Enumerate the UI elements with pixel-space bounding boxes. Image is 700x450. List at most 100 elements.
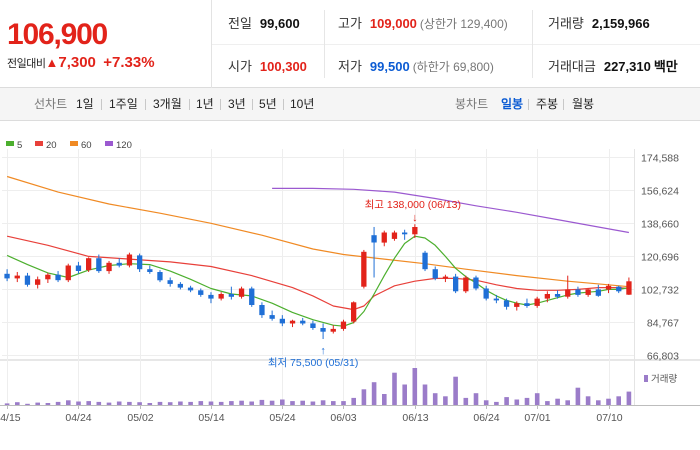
candle-down bbox=[269, 315, 275, 319]
open-label: 시가 bbox=[228, 59, 252, 74]
candle-weekly-tab[interactable]: 주봉 bbox=[536, 97, 559, 111]
candle-monthly-tab[interactable]: 월봉 bbox=[572, 97, 595, 111]
volume-bar bbox=[178, 401, 183, 405]
candle-down bbox=[616, 286, 622, 292]
toolbar-separator bbox=[528, 99, 529, 110]
volume-bar bbox=[157, 401, 163, 405]
upper-limit: (상한가 129,400) bbox=[419, 17, 508, 31]
candle-down bbox=[402, 232, 408, 235]
period-10y-tab[interactable]: 10년 bbox=[290, 97, 315, 111]
candle-down bbox=[198, 290, 204, 295]
volume-bar bbox=[494, 401, 499, 405]
volume-bar bbox=[106, 402, 112, 405]
period-1w-tab[interactable]: 1주일 bbox=[109, 97, 138, 111]
low-cell: 저가 99,500 (하한가 69,800) bbox=[338, 45, 494, 89]
candle-down bbox=[137, 255, 143, 270]
volume-bar bbox=[585, 396, 591, 405]
candle-up bbox=[585, 289, 591, 295]
candle-down bbox=[228, 294, 234, 297]
toolbar-separator bbox=[252, 99, 253, 110]
x-tick-label: 07/10 bbox=[596, 412, 622, 424]
volume-bar bbox=[15, 402, 20, 405]
candle-down bbox=[157, 272, 163, 281]
candle-down bbox=[116, 262, 122, 266]
period-1y-tab[interactable]: 1년 bbox=[196, 97, 214, 111]
volume-bar bbox=[422, 384, 428, 405]
candle-chart-label: 봉차트 bbox=[455, 97, 489, 111]
candle-up bbox=[626, 281, 632, 295]
period-3y-tab[interactable]: 3년 bbox=[228, 97, 246, 111]
candle-daily-tab[interactable]: 일봉 bbox=[501, 97, 524, 111]
volume-bar bbox=[351, 397, 356, 405]
candle-up bbox=[565, 289, 571, 297]
ma20-line bbox=[6, 235, 629, 311]
volume-bar bbox=[86, 401, 91, 405]
candle-up bbox=[442, 276, 449, 279]
volume-bar bbox=[280, 399, 285, 405]
candle-down bbox=[310, 323, 316, 328]
x-tick-label: 06/03 bbox=[330, 412, 356, 424]
quote-row-divider bbox=[212, 44, 700, 45]
x-tick-label: 05/14 bbox=[198, 412, 224, 424]
change-label: 전일대비 bbox=[7, 58, 46, 70]
candle-up bbox=[361, 251, 367, 287]
volume-bar bbox=[412, 368, 418, 405]
open-value: 100,300 bbox=[259, 59, 307, 74]
volume-bar bbox=[96, 401, 102, 405]
y-tick-label: 120,696 bbox=[641, 252, 679, 264]
candle-up bbox=[544, 294, 550, 299]
ma5-line bbox=[6, 235, 630, 327]
volume-bar bbox=[55, 401, 61, 405]
low-label: 저가 bbox=[338, 59, 362, 74]
high-value: 109,000 bbox=[369, 16, 417, 31]
chart-grid bbox=[0, 149, 700, 409]
toolbar-separator bbox=[563, 99, 564, 110]
volume-bar bbox=[432, 393, 438, 405]
volume-bar bbox=[626, 391, 632, 405]
volume-bar bbox=[534, 393, 540, 405]
x-tick-label: 06/24 bbox=[473, 412, 499, 424]
volume-bar bbox=[116, 401, 122, 405]
x-tick-label: 07/01 bbox=[524, 412, 550, 424]
candle-up bbox=[65, 265, 71, 281]
legend-label: 120 bbox=[116, 140, 132, 151]
toolbar-separator bbox=[101, 99, 102, 110]
y-tick-label: 66,803 bbox=[647, 351, 679, 363]
period-5y-tab[interactable]: 5년 bbox=[259, 97, 277, 111]
candle-down bbox=[177, 283, 183, 288]
candle-down bbox=[249, 288, 255, 305]
volume-bar bbox=[616, 396, 621, 405]
candle-down bbox=[503, 300, 510, 307]
candle-up bbox=[14, 275, 20, 279]
volume-bar bbox=[198, 401, 204, 405]
candlestick-chart[interactable]: 5 20 60 120 최고 138,000 (06/13)↓ ↑최저 75,500 (… bbox=[0, 122, 700, 450]
candle-down bbox=[24, 275, 31, 285]
candle-down bbox=[473, 277, 479, 289]
volume-label: 거래량 bbox=[548, 16, 584, 31]
candle-down bbox=[595, 289, 601, 296]
candle-up bbox=[534, 298, 540, 306]
y-tick-label: 156,624 bbox=[641, 186, 679, 198]
candle-series bbox=[4, 224, 632, 340]
volume-bar bbox=[341, 401, 346, 405]
volume-bar bbox=[4, 403, 10, 405]
x-tick-label: 05/02 bbox=[127, 412, 153, 424]
period-3m-tab[interactable]: 3개월 bbox=[153, 97, 182, 111]
volume-legend-label: 거래량 bbox=[651, 373, 677, 385]
turnover-unit: 백만 bbox=[653, 59, 678, 74]
lower-limit: (하한가 69,800) bbox=[412, 60, 494, 74]
period-1d-tab[interactable]: 1일 bbox=[76, 97, 94, 111]
volume-bar bbox=[259, 399, 265, 405]
candle-up bbox=[391, 232, 398, 239]
up-arrow-icon: ▲ bbox=[45, 55, 59, 70]
toolbar-separator bbox=[145, 99, 146, 110]
volume-bar bbox=[147, 403, 153, 405]
candle-up bbox=[106, 262, 112, 272]
volume-bar bbox=[249, 401, 254, 405]
change-row: 전일대비▲7,300 +7.33% bbox=[7, 54, 155, 71]
y-tick-label: 138,660 bbox=[641, 219, 679, 231]
volume-bar bbox=[361, 389, 367, 405]
volume-legend-swatch bbox=[644, 375, 648, 382]
x-tick-label: 04/24 bbox=[65, 412, 91, 424]
legend-swatch bbox=[70, 141, 78, 146]
